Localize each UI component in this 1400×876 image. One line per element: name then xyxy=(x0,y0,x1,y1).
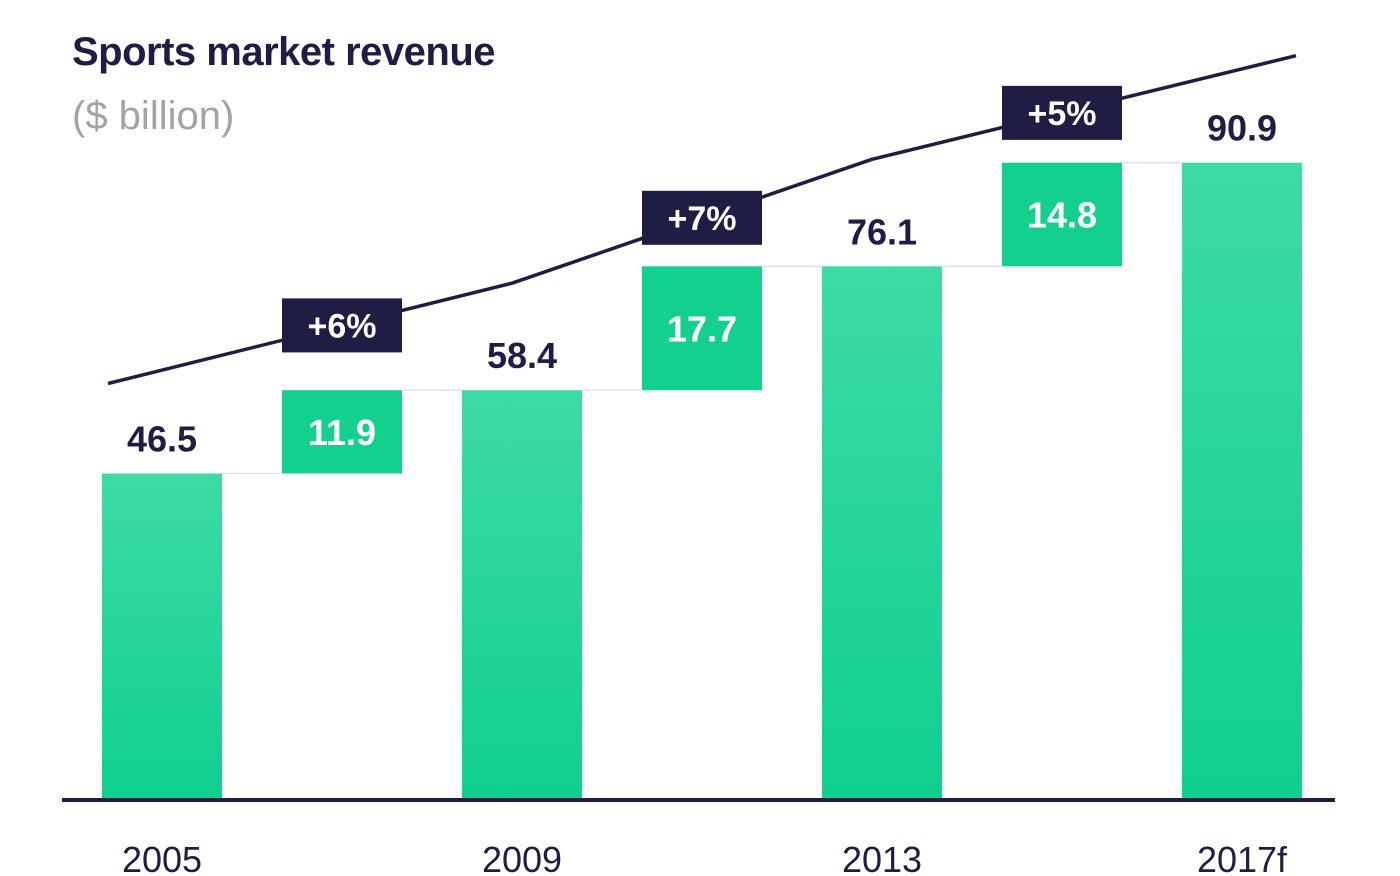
increment-value-label-1: 11.9 xyxy=(308,412,376,453)
x-tick-label-2013: 2013 xyxy=(842,839,922,876)
chart-subtitle: ($ billion) xyxy=(72,94,235,138)
total-value-label-2005: 46.5 xyxy=(127,419,197,460)
growth-label-3: +5% xyxy=(1028,95,1097,133)
x-tick-label-2005: 2005 xyxy=(122,839,202,876)
increment-value-label-3: 14.8 xyxy=(1027,195,1097,236)
total-value-label-2017f: 90.9 xyxy=(1207,108,1277,149)
trend-layer xyxy=(107,54,1297,386)
total-bar-2005 xyxy=(102,473,222,799)
growth-label-1: +6% xyxy=(308,307,377,345)
growth-badge-3 xyxy=(1002,85,1122,140)
increment-bar-3 xyxy=(1002,162,1122,267)
x-tick-label-2009: 2009 xyxy=(482,839,562,876)
total-bar-2009 xyxy=(462,390,582,799)
total-bar-2017f xyxy=(1182,162,1302,799)
total-bar-2013 xyxy=(822,266,942,799)
growth-label-2: +7% xyxy=(668,200,737,238)
growth-badge-1 xyxy=(282,298,402,353)
labels-layer: +6% +7% +5% 46.5 58.4 76.1 90.9 11.9 17.7 14.8 200… xyxy=(122,95,1288,876)
bars-layer xyxy=(62,161,1335,802)
increment-bar-2 xyxy=(642,266,762,391)
total-value-label-2009: 58.4 xyxy=(487,335,557,376)
chart-title: Sports market revenue xyxy=(72,30,496,74)
increment-bar-1 xyxy=(282,390,402,474)
total-value-label-2013: 76.1 xyxy=(847,211,917,252)
increment-value-label-2: 17.7 xyxy=(667,308,737,349)
growth-badge-2 xyxy=(642,190,762,245)
x-tick-label-2017f: 2017f xyxy=(1197,839,1288,876)
